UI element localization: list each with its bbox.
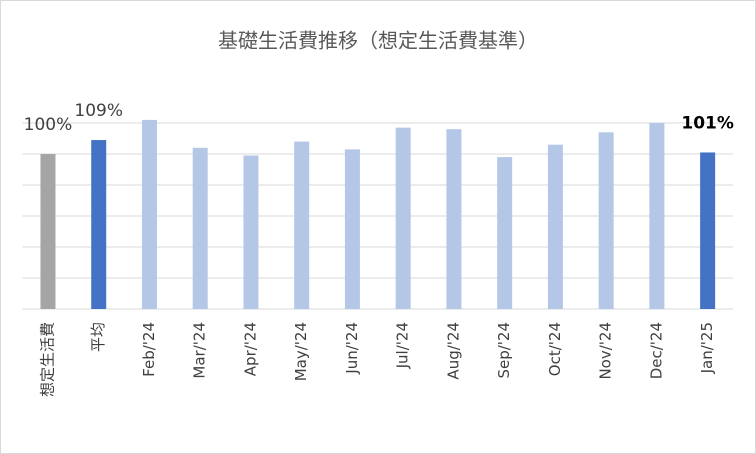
data-label: 100% [24, 115, 73, 135]
x-tick-label: Sep/'24 [495, 322, 513, 379]
bar [192, 147, 208, 309]
x-tick-label: Jul/'24 [394, 322, 412, 369]
data-label: 109% [74, 101, 123, 121]
x-tick-label: Jun/'24 [343, 322, 361, 375]
bar [395, 127, 411, 310]
bar [294, 141, 310, 309]
bar [243, 155, 259, 309]
bar [598, 132, 614, 309]
bar [344, 149, 360, 309]
bar [40, 154, 56, 309]
bar [700, 152, 716, 309]
chart-title: 基礎生活費推移（想定生活費基準） [218, 29, 538, 53]
x-tick-label: May/'24 [292, 322, 310, 381]
x-tick-label: 平均 [89, 322, 107, 352]
x-tick-label: Aug/'24 [444, 322, 462, 380]
bar [497, 157, 513, 309]
x-tick-label: Nov/'24 [597, 322, 615, 380]
bar [649, 123, 665, 309]
x-tick-label: 想定生活費 [38, 322, 56, 397]
data-label: 101% [681, 113, 734, 133]
bar [91, 140, 107, 309]
bar [446, 129, 462, 309]
bar [141, 119, 157, 310]
x-tick-label: Jan/'25 [698, 322, 716, 374]
x-tick-label: Oct/'24 [546, 322, 564, 376]
x-tick-label: Dec/'24 [647, 322, 665, 379]
x-tick-label: Feb/'24 [140, 322, 158, 377]
bar [547, 144, 563, 309]
x-tick-label: Apr/'24 [241, 322, 259, 376]
x-tick-label: Mar/'24 [191, 322, 209, 379]
